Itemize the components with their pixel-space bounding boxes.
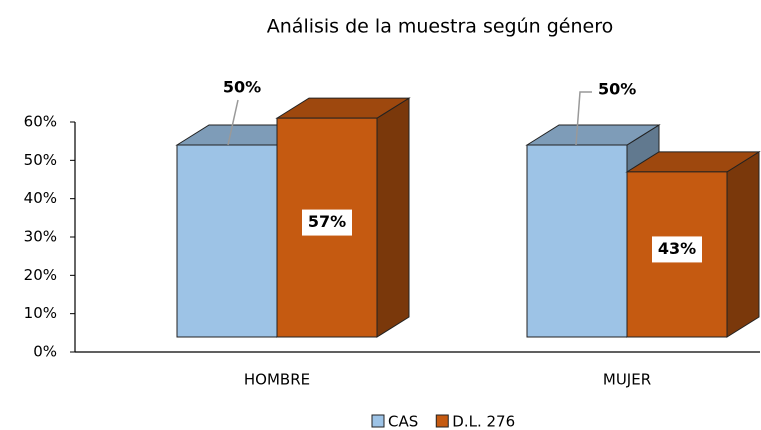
legend-label: D.L. 276 xyxy=(452,413,515,430)
y-tick-label: 30% xyxy=(24,228,57,246)
bar xyxy=(526,144,628,338)
y-tick-label: 20% xyxy=(24,266,57,284)
y-tick-label: 50% xyxy=(24,151,57,169)
legend-swatch xyxy=(371,414,385,428)
data-label: 57% xyxy=(308,212,346,231)
leader-line xyxy=(575,91,592,146)
legend-label: CAS xyxy=(388,413,418,430)
x-tick-label: MUJER xyxy=(603,371,651,389)
data-label-box xyxy=(302,209,352,236)
data-label: 50% xyxy=(223,78,261,97)
bar xyxy=(176,144,278,338)
y-tick-label: 0% xyxy=(33,343,57,361)
y-tick-label: 60% xyxy=(24,113,57,131)
chart-title: Análisis de la muestra según género xyxy=(267,16,613,38)
leader-line xyxy=(227,99,239,146)
bar-side xyxy=(726,150,760,338)
data-label: 50% xyxy=(598,80,636,99)
y-tick-label: 40% xyxy=(24,189,57,207)
bar-side xyxy=(376,97,410,338)
y-tick-label: 10% xyxy=(24,304,57,322)
data-label-box xyxy=(652,236,702,263)
legend-swatch xyxy=(435,414,449,428)
x-tick-label: HOMBRE xyxy=(244,371,310,389)
data-label: 43% xyxy=(658,239,696,258)
